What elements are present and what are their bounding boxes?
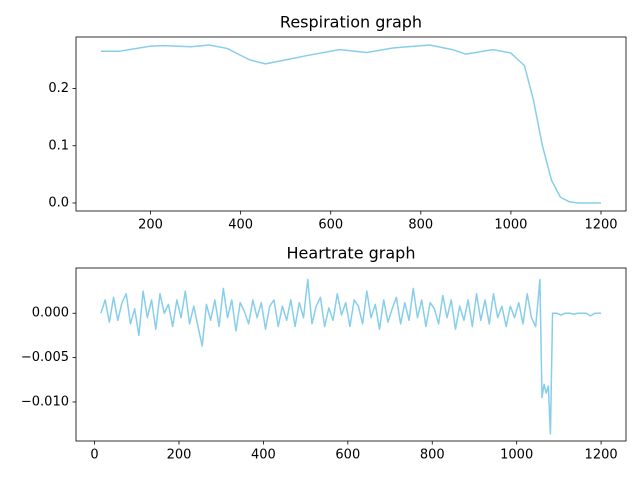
- axes-frame: [75, 267, 627, 442]
- x-tick-label: 600: [335, 448, 360, 463]
- line: [101, 44, 601, 204]
- y-tick-label: 0.000: [32, 306, 69, 321]
- y-tick-label: 0.0: [48, 195, 69, 210]
- y-tick-label: −0.010: [21, 394, 69, 409]
- y-tick-label: 0.1: [48, 138, 69, 153]
- x-tick-label: 200: [138, 218, 163, 233]
- axes-frame: [75, 36, 627, 212]
- x-tick-label: 1000: [494, 218, 527, 233]
- chart-title: Respiration graph: [280, 13, 422, 32]
- x-tick-label: 800: [408, 218, 433, 233]
- x-tick-label: 400: [251, 448, 276, 463]
- chart-title: Heartrate graph: [287, 244, 416, 263]
- x-tick-label: 800: [420, 448, 445, 463]
- x-tick-label: 1200: [584, 218, 617, 233]
- x-tick-label: 200: [167, 448, 192, 463]
- x-tick-label: 1000: [500, 448, 533, 463]
- y-tick-label: −0.005: [21, 350, 69, 365]
- y-tick-label: 0.2: [48, 81, 69, 96]
- line: [100, 278, 602, 435]
- x-tick-label: 600: [318, 218, 343, 233]
- x-tick-label: 0: [90, 448, 98, 463]
- x-tick-label: 400: [228, 218, 253, 233]
- x-tick-label: 1200: [585, 448, 618, 463]
